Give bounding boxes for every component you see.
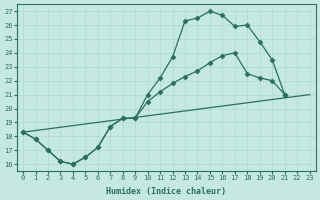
X-axis label: Humidex (Indice chaleur): Humidex (Indice chaleur) xyxy=(106,187,226,196)
